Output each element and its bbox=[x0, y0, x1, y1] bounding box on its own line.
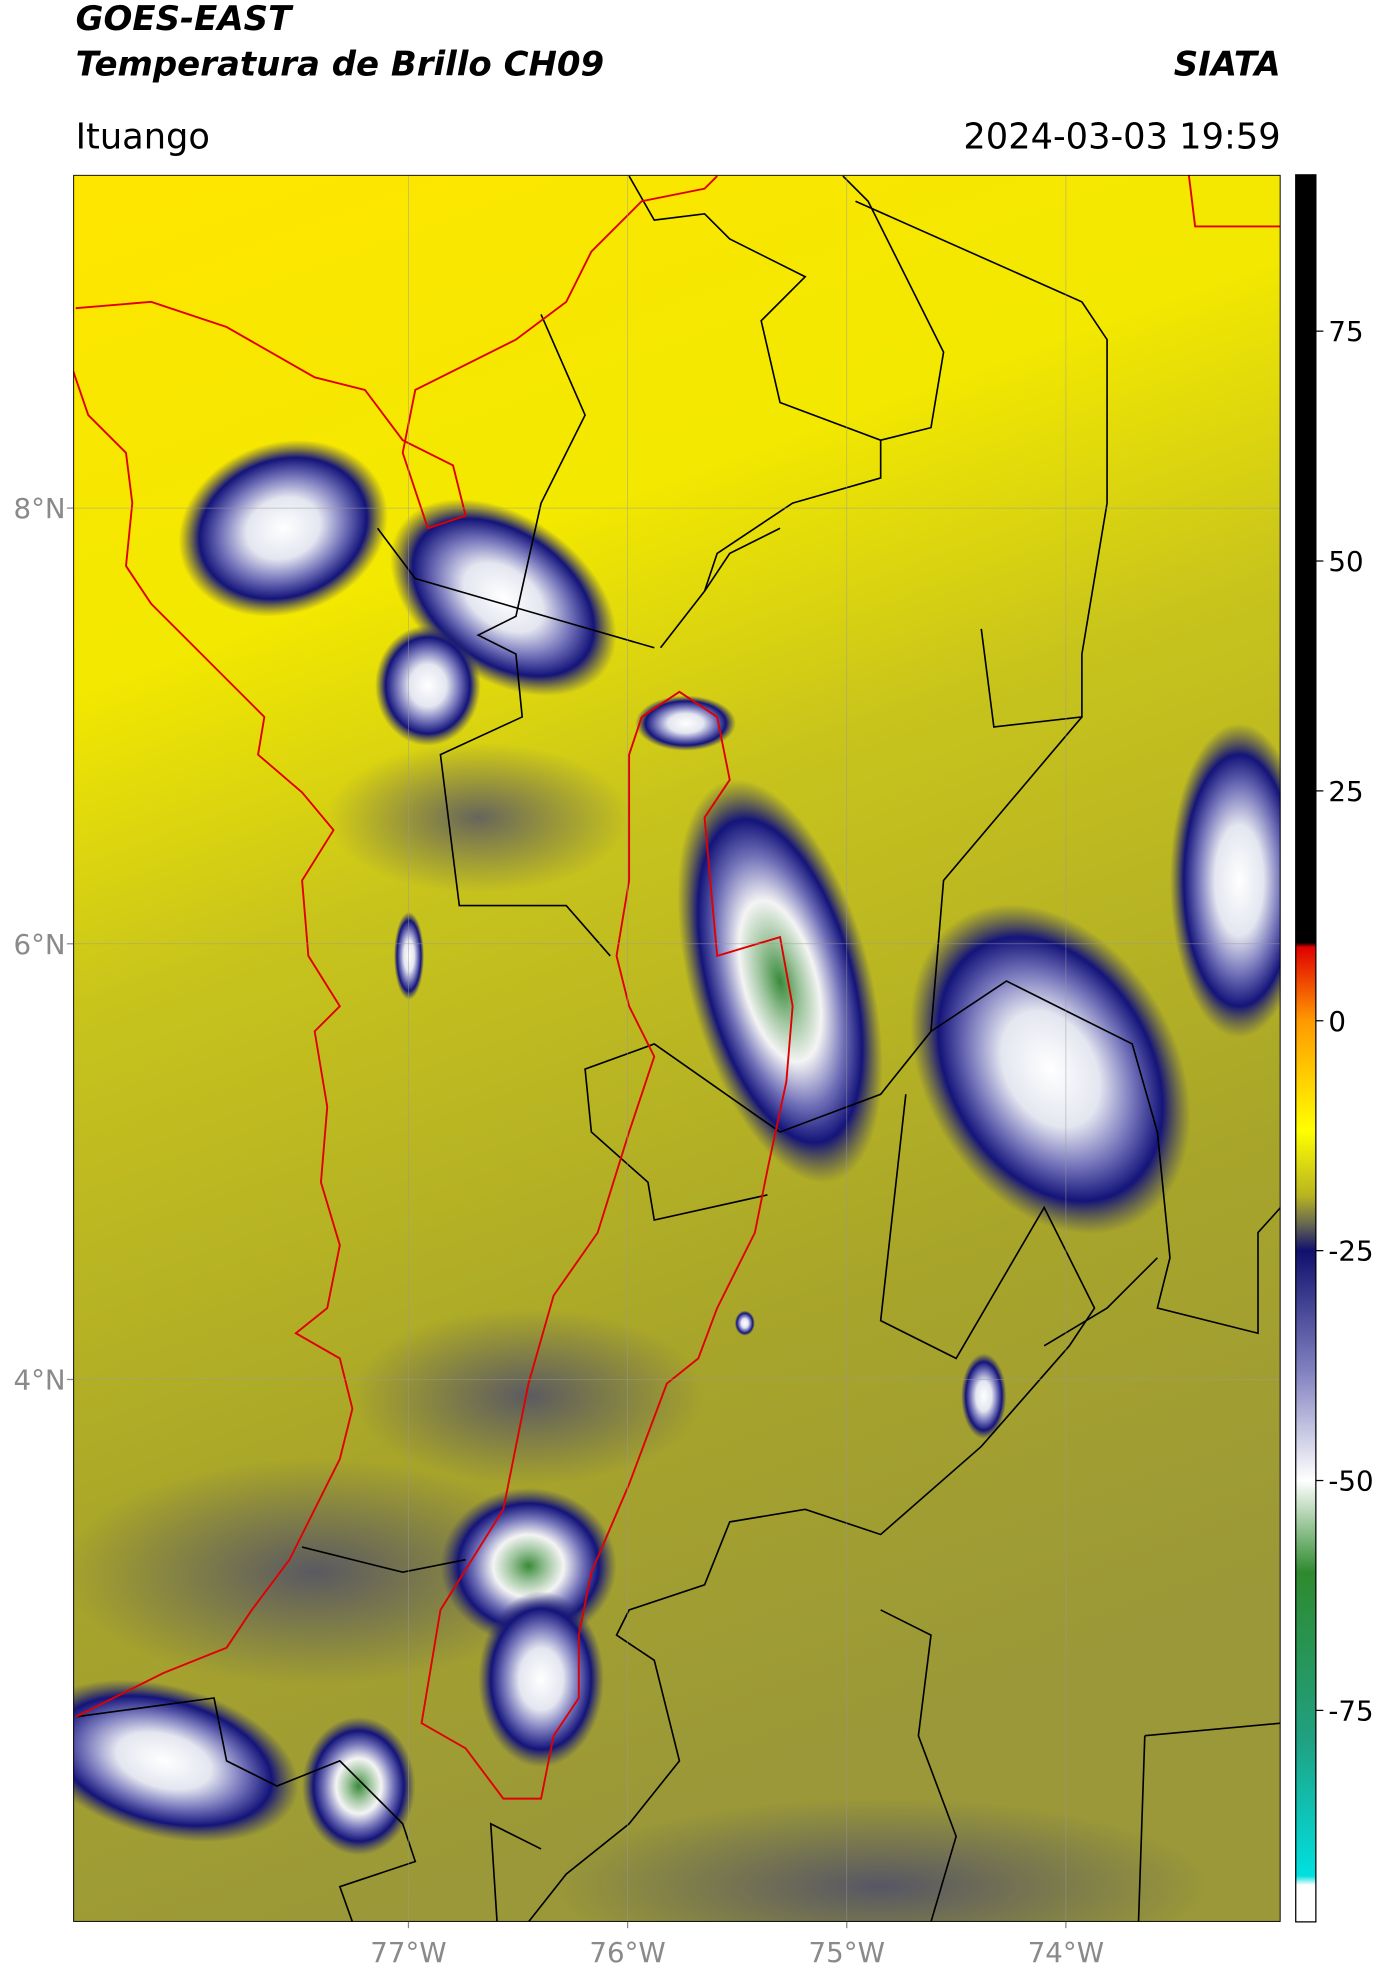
map bbox=[73, 174, 1281, 1922]
coastline bbox=[73, 174, 1281, 1800]
title: GOES-EAST bbox=[76, 0, 294, 39]
subtitle: Temperatura de Brillo CH09 bbox=[76, 44, 604, 84]
colorbar-tick-label: 75 bbox=[1328, 315, 1363, 348]
axes: 77°W 76°W 75°W 74°W 8°N 6°N 4°N bbox=[14, 492, 1105, 1969]
x-tick-label: 77°W bbox=[370, 1936, 446, 1969]
y-tick-label: 8°N bbox=[14, 492, 66, 525]
colorbar-tick-label: 0 bbox=[1328, 1005, 1346, 1038]
x-tick-label: 75°W bbox=[809, 1936, 885, 1969]
cloud-field bbox=[73, 439, 1281, 1922]
colorbar-tick-label: 25 bbox=[1328, 775, 1363, 808]
x-tick-label: 76°W bbox=[589, 1936, 665, 1969]
grid bbox=[73, 174, 1281, 1922]
y-tick-label: 4°N bbox=[14, 1364, 66, 1397]
x-tick-label: 74°W bbox=[1028, 1936, 1104, 1969]
admin-borders bbox=[75, 175, 1281, 1922]
location: Ituango bbox=[76, 116, 210, 157]
colorbar-tick-label: -25 bbox=[1328, 1235, 1373, 1268]
colorbar bbox=[1295, 174, 1317, 1923]
colorbar-tick-label: -75 bbox=[1328, 1694, 1373, 1727]
y-tick-label: 6°N bbox=[14, 928, 66, 961]
colorbar-tick-label: 50 bbox=[1328, 545, 1363, 578]
colorbar-tick-label: -50 bbox=[1328, 1465, 1373, 1498]
colorbar-ticks: 75 50 25 0 -25 -50 -75 bbox=[1315, 315, 1374, 1727]
source: SIATA bbox=[1174, 44, 1281, 84]
datetime: 2024-03-03 19:59 bbox=[963, 116, 1280, 157]
